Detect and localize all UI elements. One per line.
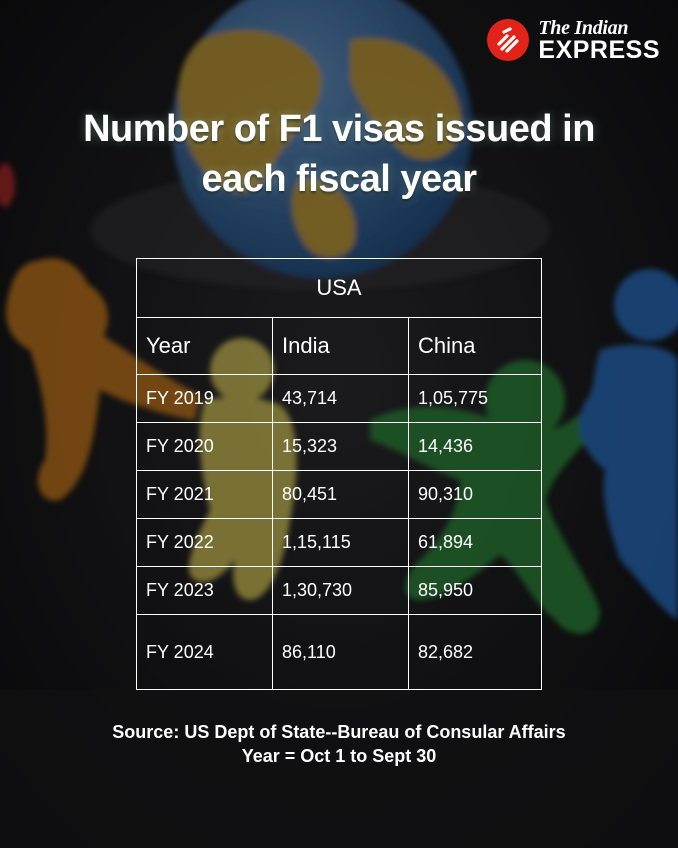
table-row: FY 2023 1,30,730 85,950 <box>136 566 542 615</box>
title-line-2: each fiscal year <box>201 158 477 200</box>
source-line-1: Source: US Dept of State--Bureau of Cons… <box>112 722 566 742</box>
table-row: FY 2021 80,451 90,310 <box>136 470 542 519</box>
cell-china: 1,05,775 <box>408 374 542 423</box>
cell-year: FY 2024 <box>136 614 273 690</box>
cell-china: 90,310 <box>408 470 542 519</box>
cell-china: 14,436 <box>408 422 542 471</box>
header-china: China <box>408 317 542 375</box>
table-group-header: USA <box>136 258 542 318</box>
source-note: Source: US Dept of State--Bureau of Cons… <box>0 720 678 768</box>
header-india: India <box>272 317 409 375</box>
chart-title: Number of F1 visas issued in each fiscal… <box>0 104 678 204</box>
brand-logo: The Indian EXPRESS <box>486 12 660 68</box>
table-row: FY 2022 1,15,115 61,894 <box>136 518 542 567</box>
cell-india: 86,110 <box>272 614 409 690</box>
header-year: Year <box>136 317 273 375</box>
visa-table: USA Year India China FY 2019 43,714 1,05… <box>136 258 542 690</box>
cell-china: 82,682 <box>408 614 542 690</box>
cell-year: FY 2023 <box>136 566 273 615</box>
brand-line-1: The Indian <box>538 16 629 39</box>
cell-india: 1,30,730 <box>272 566 409 615</box>
source-line-2: Year = Oct 1 to Sept 30 <box>241 746 437 766</box>
cell-india: 15,323 <box>272 422 409 471</box>
table-row: FY 2019 43,714 1,05,775 <box>136 374 542 423</box>
table-row: FY 2024 86,110 82,682 <box>136 614 542 690</box>
brand-line-2: EXPRESS <box>538 35 660 64</box>
cell-china: 61,894 <box>408 518 542 567</box>
indian-express-logo-icon <box>487 19 530 61</box>
cell-year: FY 2021 <box>136 470 273 519</box>
cell-year: FY 2022 <box>136 518 273 567</box>
cell-china: 85,950 <box>408 566 542 615</box>
table-row: FY 2020 15,323 14,436 <box>136 422 542 471</box>
cell-india: 43,714 <box>272 374 409 423</box>
cell-year: FY 2019 <box>136 374 273 423</box>
title-line-1: Number of F1 visas issued in <box>83 108 595 150</box>
cell-india: 1,15,115 <box>272 518 409 567</box>
cell-year: FY 2020 <box>136 422 273 471</box>
cell-india: 80,451 <box>272 470 409 519</box>
table-header-row: Year India China <box>136 317 542 375</box>
